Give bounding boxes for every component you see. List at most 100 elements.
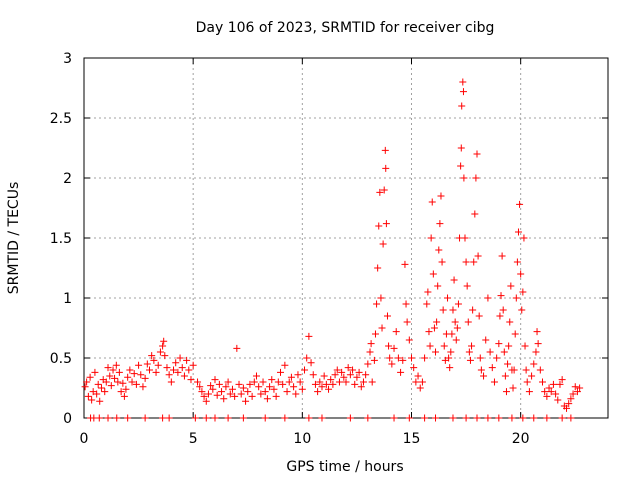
data-point: [452, 336, 460, 344]
data-point: [534, 340, 542, 348]
data-point: [161, 352, 169, 360]
data-point: [453, 324, 461, 332]
data-point: [111, 374, 119, 382]
data-point: [547, 388, 555, 396]
data-point: [292, 390, 300, 398]
data-point: [509, 384, 517, 392]
data-point: [532, 348, 540, 356]
data-point: [239, 414, 247, 422]
data-point: [512, 294, 520, 302]
data-point: [318, 414, 326, 422]
data-point: [563, 404, 571, 412]
data-point: [135, 361, 143, 369]
data-point: [268, 376, 276, 384]
data-point: [493, 354, 501, 362]
data-point: [428, 198, 436, 206]
data-point: [102, 378, 110, 386]
data-point: [202, 414, 210, 422]
data-point: [440, 342, 448, 350]
data-point: [514, 228, 522, 236]
data-point: [215, 380, 223, 388]
data-point: [237, 390, 245, 398]
data-point: [191, 414, 199, 422]
data-point: [159, 342, 167, 350]
data-point: [290, 383, 298, 391]
data-point: [449, 306, 457, 314]
data-point: [101, 388, 109, 396]
data-point: [204, 390, 212, 398]
data-point: [119, 379, 127, 387]
data-point: [401, 260, 409, 268]
data-point: [510, 366, 518, 374]
x-axis-label: GPS time / hours: [286, 459, 403, 475]
data-point: [159, 414, 167, 422]
data-point: [536, 366, 544, 374]
data-point: [458, 102, 466, 110]
data-point: [528, 372, 536, 380]
data-point: [473, 414, 481, 422]
data-point: [274, 378, 282, 386]
data-point: [301, 366, 309, 374]
data-point: [167, 378, 175, 386]
data-point: [189, 361, 197, 369]
data-point: [416, 384, 424, 392]
data-point: [451, 318, 459, 326]
data-point: [257, 390, 265, 398]
y-tick-label: 2: [63, 171, 72, 187]
data-point: [439, 306, 447, 314]
data-point: [541, 388, 549, 396]
data-point: [519, 414, 527, 422]
data-point: [495, 414, 503, 422]
data-point: [410, 364, 418, 372]
data-point: [539, 378, 546, 386]
data-point: [322, 380, 330, 388]
data-point: [132, 380, 140, 388]
data-point: [556, 380, 564, 388]
data-point: [364, 414, 372, 422]
data-point: [520, 234, 528, 242]
y-tick-label: 0: [63, 411, 72, 427]
data-point: [218, 388, 226, 396]
data-point: [220, 395, 228, 403]
data-point: [104, 414, 112, 422]
axis-ticks: 0 5 10 15 20 0 0.5 1 1.5 2 2.5 3: [50, 51, 608, 447]
data-point: [519, 288, 527, 296]
data-point: [183, 356, 191, 364]
data-point: [375, 222, 383, 230]
data-point: [504, 360, 512, 368]
data-point: [382, 220, 390, 228]
data-point: [436, 220, 444, 228]
data-point: [513, 258, 521, 266]
data-point: [357, 383, 365, 391]
y-tick-label: 1.5: [50, 231, 72, 247]
data-point: [545, 384, 553, 392]
data-point: [470, 258, 478, 266]
data-point: [476, 354, 484, 362]
data-point: [338, 368, 346, 376]
data-point: [472, 174, 480, 182]
data-point: [342, 378, 350, 386]
data-point: [281, 414, 289, 422]
data-point: [266, 383, 274, 391]
data-point: [170, 366, 178, 374]
data-point: [81, 383, 89, 391]
data-point: [543, 392, 551, 400]
data-point: [222, 383, 230, 391]
data-point: [307, 359, 315, 367]
data-point: [465, 348, 473, 356]
data-point: [505, 342, 513, 350]
y-tick-label: 2.5: [50, 111, 72, 127]
data-point: [390, 414, 398, 422]
data-point: [484, 294, 492, 302]
x-tick-label: 10: [293, 431, 311, 447]
data-point: [141, 374, 149, 382]
data-point: [187, 376, 195, 384]
data-point: [244, 388, 252, 396]
data-point: [106, 372, 114, 380]
data-point: [429, 270, 437, 278]
data-point: [305, 332, 313, 340]
data-point: [143, 360, 151, 368]
data-point: [552, 390, 560, 398]
data-point: [525, 388, 533, 396]
data-point: [418, 378, 426, 386]
